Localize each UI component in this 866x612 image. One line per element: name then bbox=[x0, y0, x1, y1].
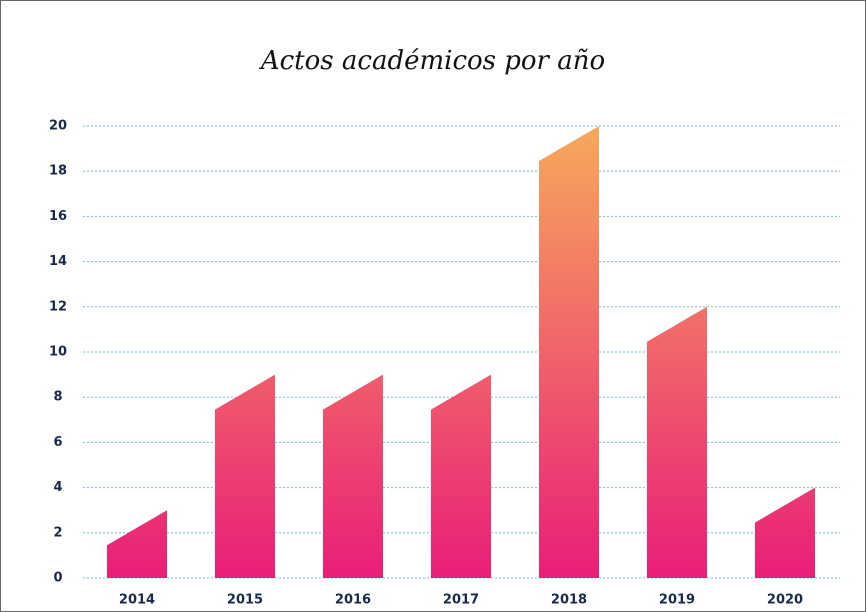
bar bbox=[215, 374, 275, 578]
y-tick-label: 2 bbox=[53, 525, 62, 540]
y-tick-label: 18 bbox=[49, 164, 67, 179]
bar bbox=[431, 374, 491, 578]
x-tick-label: 2019 bbox=[659, 593, 695, 608]
y-tick-label: 16 bbox=[49, 209, 67, 224]
y-tick-label: 4 bbox=[53, 480, 62, 495]
y-tick-label: 0 bbox=[53, 571, 62, 586]
x-tick-label: 2018 bbox=[551, 593, 587, 608]
x-tick-label: 2014 bbox=[119, 593, 155, 608]
y-tick-label: 12 bbox=[49, 299, 67, 314]
y-tick-label: 6 bbox=[53, 435, 62, 450]
y-tick-label: 20 bbox=[49, 119, 67, 134]
y-tick-label: 10 bbox=[49, 345, 67, 360]
x-tick-label: 2015 bbox=[227, 593, 263, 608]
bar bbox=[107, 510, 167, 578]
y-tick-label: 14 bbox=[49, 254, 67, 269]
y-tick-label: 8 bbox=[53, 390, 62, 405]
chart-title: Actos académicos por año bbox=[259, 46, 605, 76]
x-tick-label: 2020 bbox=[767, 593, 803, 608]
x-tick-label: 2017 bbox=[443, 593, 479, 608]
bar bbox=[647, 306, 707, 578]
bar bbox=[755, 487, 815, 578]
x-tick-label: 2016 bbox=[335, 593, 371, 608]
bar bbox=[539, 126, 599, 578]
bar bbox=[323, 374, 383, 578]
